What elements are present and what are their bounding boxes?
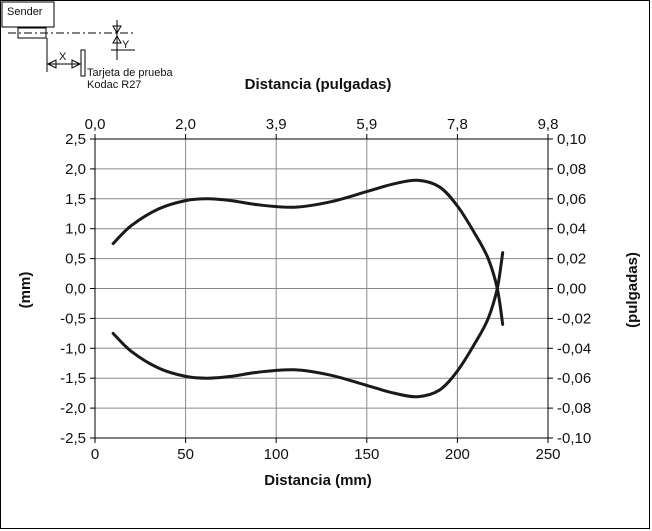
x-tick-label: 0 <box>91 446 99 463</box>
x2-tick-label: 3,9 <box>266 116 287 133</box>
y-tick-label: -1,5 <box>60 370 86 387</box>
x2-tick-label: 5,9 <box>356 116 377 133</box>
y2-tick-label: -0,08 <box>557 400 591 417</box>
y-tick-label: 1,5 <box>65 191 86 208</box>
y-tick-label: 0,5 <box>65 251 86 268</box>
sender-label-box <box>1 1 55 28</box>
y-tick-label: -2,0 <box>60 400 86 417</box>
y2-tick-label: 0,06 <box>557 191 586 208</box>
x2-tick-label: 2,0 <box>175 116 196 133</box>
y2-axis-title: (pulgadas) <box>624 252 641 328</box>
x2-tick-label: 9,8 <box>538 116 559 133</box>
sensor-schematic: Sender Y X Tarjeta de prueba Kodac R27 <box>1 1 173 91</box>
y2-tick-label: 0,00 <box>557 281 586 298</box>
sender-label: Sender <box>7 6 43 18</box>
x2-axis-title: Distancia (pulgadas) <box>245 76 392 93</box>
y2-tick-label: 0,02 <box>557 251 586 268</box>
y2-tick-label: -0,02 <box>557 310 591 327</box>
x-axis-title: Distancia (mm) <box>264 472 372 489</box>
y-tick-label: 1,0 <box>65 221 86 238</box>
y2-tick-label: 0,08 <box>557 161 586 178</box>
y-tick-label: 2,0 <box>65 161 86 178</box>
test-card-label-line1: Tarjeta de prueba <box>87 67 173 79</box>
x-tick-label: 100 <box>264 446 289 463</box>
y2-tick-label: -0,06 <box>557 370 591 387</box>
y2-tick-label: 0,10 <box>557 131 586 148</box>
y-dimension-label: Y <box>122 39 130 51</box>
y-tick-label: -0,5 <box>60 310 86 327</box>
x-tick-label: 250 <box>535 446 560 463</box>
series-line-lower <box>111 251 505 399</box>
y-axis-title: (mm) <box>17 272 34 309</box>
x-arrow-left-icon <box>46 59 57 69</box>
x-tick-label: 150 <box>354 446 379 463</box>
plot-area-border <box>94 138 549 439</box>
x2-tick-label: 0,0 <box>85 116 106 133</box>
y-tick-label: -1,0 <box>60 340 86 357</box>
y2-tick-label: 0,04 <box>557 221 586 238</box>
y-tick-label: -2,5 <box>60 430 86 447</box>
x-tick-label: 200 <box>445 446 470 463</box>
x-arrow-right-icon <box>71 59 82 69</box>
test-card-icon <box>80 49 86 77</box>
y2-tick-label: -0,10 <box>557 430 591 447</box>
tick-labels: 0 0,0 50 2,0 100 3,9 150 5,9 200 7,8 250 9,8 2,5 0,10… <box>60 116 591 463</box>
y-arrow-down-icon <box>112 34 122 44</box>
x-dimension-label: X <box>59 51 67 63</box>
series-line-upper <box>111 178 505 326</box>
x2-tick-label: 7,8 <box>447 116 468 133</box>
data-series <box>111 178 505 399</box>
y-tick-label: 2,5 <box>65 131 86 148</box>
y-tick-label: 0,0 <box>65 281 86 298</box>
grid <box>90 134 553 443</box>
y-arrow-icon <box>112 25 122 35</box>
y2-tick-label: -0,04 <box>557 340 591 357</box>
x-tick-label: 50 <box>177 446 194 463</box>
test-card-label-line2: Kodac R27 <box>87 79 141 91</box>
